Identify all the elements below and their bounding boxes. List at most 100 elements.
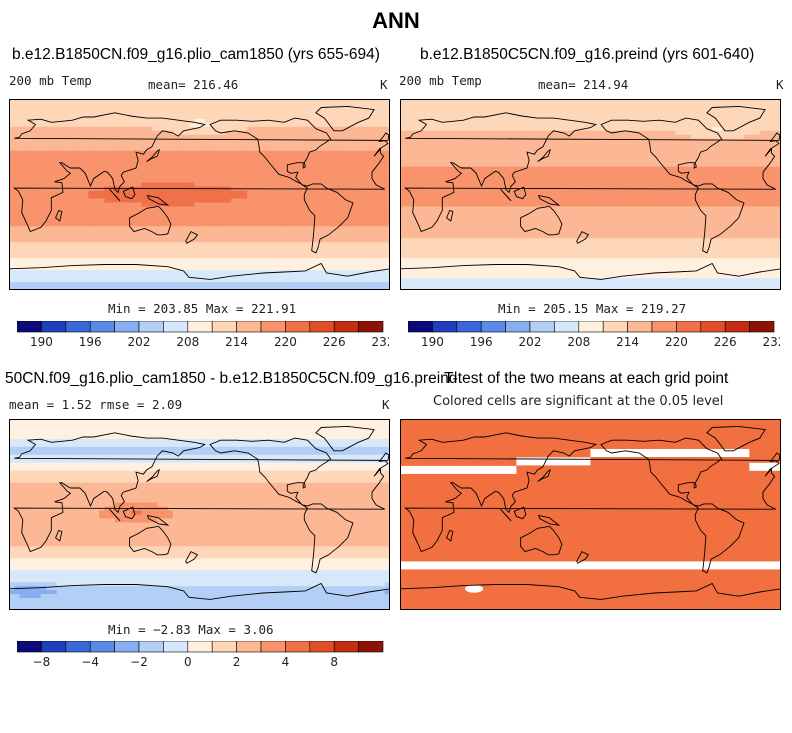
- field-cell: [178, 202, 185, 208]
- field-cell: [204, 254, 211, 259]
- field-cell: [257, 146, 264, 152]
- field-cell: [162, 246, 169, 251]
- field-cell: [384, 238, 390, 243]
- field-cell: [120, 226, 127, 231]
- field-cell: [146, 110, 153, 116]
- field-cell: [733, 174, 740, 180]
- field-cell: [342, 286, 349, 290]
- field-cell: [590, 146, 597, 152]
- field-cell: [500, 146, 507, 152]
- field-cell: [114, 234, 121, 239]
- field-cell: [749, 170, 756, 176]
- field-cell: [268, 242, 275, 247]
- field-cell: [151, 118, 158, 124]
- field-cell: [24, 262, 31, 267]
- field-cell: [527, 110, 533, 116]
- field-cell: [574, 102, 581, 108]
- field-cell: [40, 102, 47, 108]
- field-cell: [706, 146, 713, 152]
- field-cell: [98, 134, 105, 140]
- field-cell: [654, 118, 660, 124]
- field-cell: [289, 126, 296, 132]
- field-cell: [643, 126, 650, 132]
- field-cell: [337, 174, 343, 180]
- field-cell: [98, 202, 105, 208]
- field-cell: [40, 186, 47, 192]
- field-cell: [83, 202, 89, 208]
- field-cell: [215, 198, 222, 204]
- field-cell: [770, 106, 777, 112]
- field-cell: [151, 126, 158, 132]
- field-cell: [173, 214, 179, 219]
- field-cell: [157, 274, 164, 279]
- field-cell: [67, 230, 74, 235]
- field-cell: [24, 138, 31, 144]
- field-cell: [495, 110, 502, 116]
- field-cell: [178, 246, 185, 251]
- field-cell: [548, 178, 555, 184]
- field-cell: [696, 126, 703, 132]
- field-cell: [347, 122, 354, 128]
- field-cell: [358, 142, 365, 148]
- field-cell: [24, 166, 31, 172]
- field-cell: [24, 250, 31, 255]
- field-cell: [67, 226, 74, 231]
- field-cell: [664, 102, 671, 108]
- field-cell: [300, 206, 306, 212]
- field-cell: [532, 122, 539, 128]
- field-cell: [67, 250, 74, 255]
- field-cell: [733, 106, 740, 112]
- field-cell: [437, 99, 443, 104]
- field-cell: [167, 230, 174, 235]
- field-cell: [278, 286, 285, 290]
- field-cell: [691, 102, 697, 108]
- field-cell: [643, 102, 650, 108]
- field-cell: [363, 246, 370, 251]
- field-cell: [46, 234, 52, 239]
- field-cell: [220, 194, 227, 200]
- field-cell: [40, 230, 47, 235]
- field-cell: [342, 214, 349, 219]
- field-cell: [384, 202, 390, 208]
- field-cell: [120, 254, 127, 259]
- field-cell: [648, 130, 655, 136]
- field-cell: [194, 126, 201, 132]
- field-cell: [463, 99, 470, 104]
- field-cell: [178, 254, 185, 259]
- field-cell: [241, 202, 248, 208]
- field-cell: [178, 230, 185, 235]
- field-cell: [638, 122, 645, 128]
- field-cell: [125, 250, 132, 255]
- field-cell: [24, 190, 31, 196]
- field-cell: [289, 262, 296, 267]
- field-cell: [326, 102, 333, 108]
- field-cell: [358, 146, 365, 152]
- colorbar-swatch: [163, 321, 189, 333]
- field-cell: [337, 138, 343, 144]
- field-cell: [183, 110, 190, 116]
- field-cell: [558, 170, 565, 176]
- field-cell: [46, 186, 52, 192]
- field-cell: [40, 166, 47, 172]
- field-cell: [701, 138, 708, 144]
- field-cell: [162, 146, 169, 152]
- field-cell: [431, 99, 438, 104]
- field-cell: [231, 270, 238, 275]
- field-cell: [35, 142, 42, 148]
- field-cell: [590, 170, 597, 176]
- field-cell: [548, 158, 555, 164]
- field-cell: [305, 266, 312, 271]
- field-cell: [669, 114, 676, 120]
- field-cell: [83, 186, 89, 192]
- field-cell: [384, 214, 390, 219]
- field-cell: [241, 126, 248, 132]
- field-cell: [516, 110, 523, 116]
- field-cell: [358, 190, 365, 196]
- field-cell: [447, 158, 454, 164]
- field-cell: [722, 118, 729, 124]
- field-cell: [88, 99, 95, 104]
- field-cell: [305, 286, 312, 290]
- field-cell: [88, 278, 95, 283]
- field-cell: [284, 170, 291, 176]
- field-cell: [183, 270, 190, 275]
